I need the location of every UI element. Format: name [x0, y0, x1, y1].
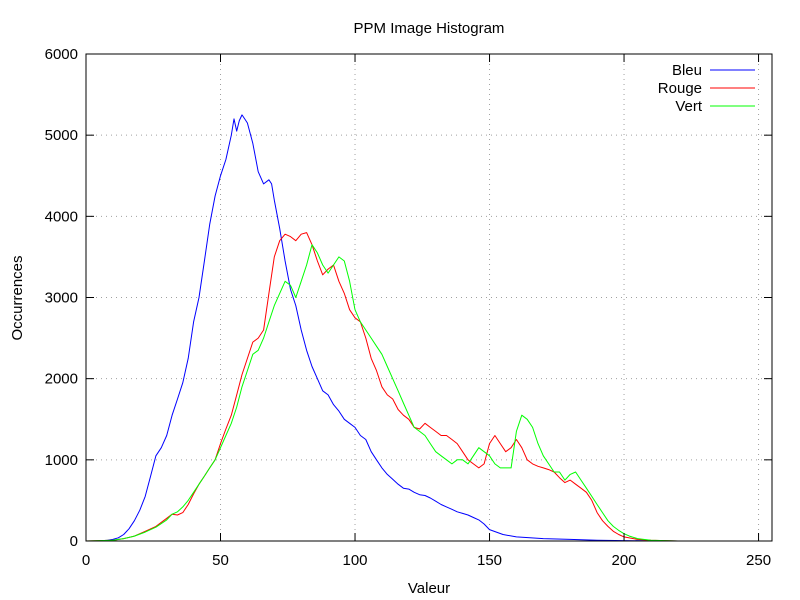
- y-tick-label: 0: [70, 533, 78, 550]
- plot-frame: [85, 53, 773, 542]
- y-tick-label: 4000: [45, 208, 78, 225]
- axis-ticks: 0 1000 2000 3000 4000 5000 6000 0 50 100 150 200 250: [45, 46, 772, 569]
- grid-lines: [86, 54, 772, 541]
- y-tick-label: 2000: [45, 371, 78, 388]
- x-tick-label: 150: [477, 552, 502, 569]
- y-tick-label: 5000: [45, 127, 78, 144]
- x-axis-title: Valeur: [408, 580, 450, 597]
- legend-label-vert: Vert: [675, 98, 703, 115]
- series-line-bleu: [86, 114, 772, 542]
- y-tick-label: 3000: [45, 290, 78, 307]
- x-tick-label: 250: [746, 552, 771, 569]
- plot-lines: [85, 114, 772, 542]
- legend-label-rouge: Rouge: [658, 80, 702, 97]
- y-tick-label: 6000: [45, 46, 78, 63]
- x-tick-label: 50: [212, 552, 229, 569]
- series-line-rouge: [85, 232, 772, 542]
- series-line-vert: [85, 244, 772, 542]
- x-tick-label: 200: [612, 552, 637, 569]
- chart-title: PPM Image Histogram: [354, 20, 505, 37]
- x-tick-label: 0: [82, 552, 90, 569]
- y-axis-title: Occurrences: [9, 255, 26, 340]
- y-tick-label: 1000: [45, 452, 78, 469]
- x-tick-label: 100: [343, 552, 368, 569]
- legend-label-bleu: Bleu: [672, 62, 702, 79]
